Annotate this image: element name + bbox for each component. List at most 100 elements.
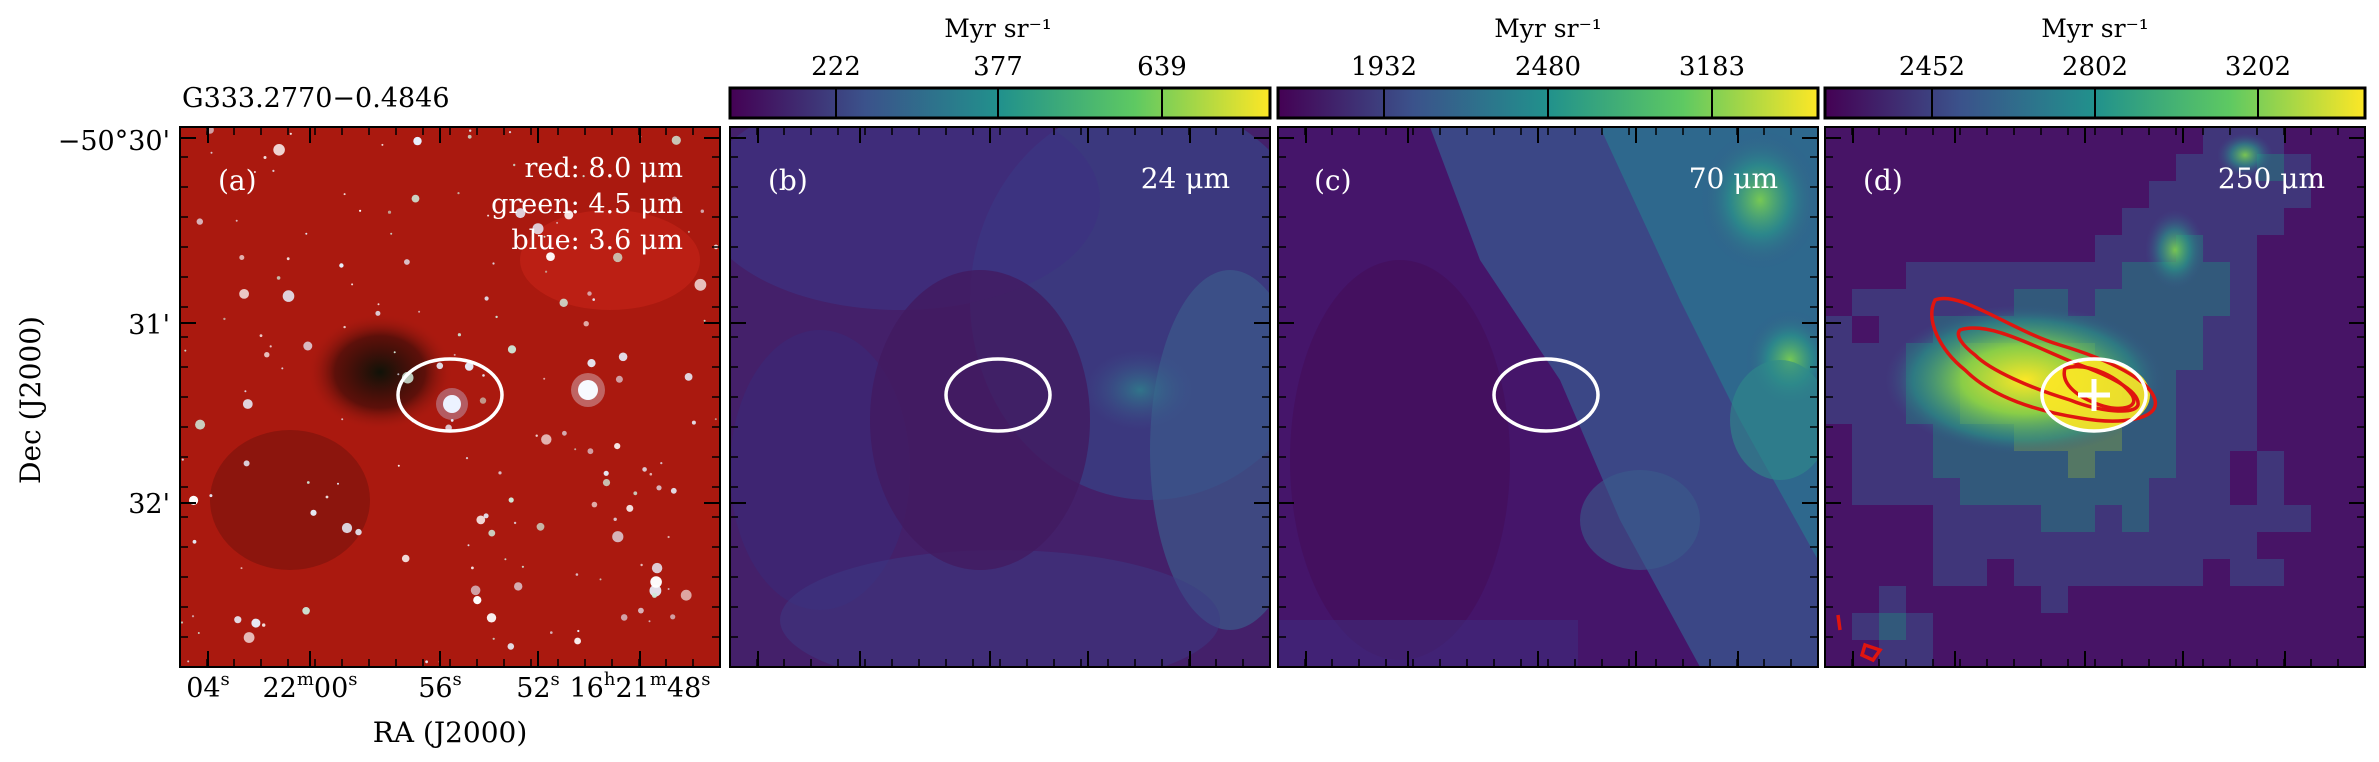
star bbox=[281, 367, 284, 370]
map-pixel bbox=[1825, 397, 1852, 424]
dec-tick-label: 31' bbox=[128, 310, 170, 341]
colorbar-d: Myr sr⁻¹ 2452 2802 3202 bbox=[1823, 14, 2367, 120]
star bbox=[239, 289, 250, 299]
map-pixel bbox=[1879, 640, 1906, 667]
ra-tick-label: 22m00s bbox=[262, 669, 357, 704]
star bbox=[473, 596, 482, 605]
map-pixel bbox=[2149, 289, 2176, 316]
star bbox=[303, 341, 313, 351]
map-pixel bbox=[2068, 451, 2095, 478]
star bbox=[633, 491, 638, 496]
map-pixel bbox=[1933, 532, 1960, 559]
map-pixel bbox=[1825, 343, 1852, 370]
map-pixel bbox=[2122, 505, 2149, 532]
star bbox=[413, 136, 422, 146]
star bbox=[234, 616, 242, 624]
map-pixel bbox=[2230, 316, 2257, 343]
colorbar-c-tick: 3183 bbox=[1679, 52, 1745, 82]
star bbox=[612, 531, 624, 543]
map-pixel bbox=[2095, 451, 2122, 478]
map-pixel bbox=[1852, 289, 1879, 316]
map-pixel bbox=[2041, 532, 2068, 559]
map-pixel bbox=[2230, 397, 2257, 424]
star bbox=[613, 252, 623, 263]
map-pixel bbox=[2203, 235, 2230, 262]
map-pixel bbox=[2068, 559, 2095, 586]
map-pixel bbox=[1825, 370, 1852, 397]
star bbox=[470, 585, 481, 596]
map-pixel bbox=[1852, 370, 1879, 397]
map-pixel bbox=[2068, 505, 2095, 532]
star bbox=[243, 460, 250, 467]
star bbox=[450, 419, 454, 422]
map-pixel bbox=[2230, 559, 2257, 586]
panel-d-contours bbox=[1836, 296, 2158, 663]
star bbox=[648, 620, 651, 623]
map-pixel bbox=[1933, 262, 1960, 289]
map-pixel bbox=[2203, 478, 2230, 505]
map-pixel bbox=[1960, 505, 1987, 532]
map-pixel bbox=[2041, 559, 2068, 586]
map-pixel bbox=[2176, 316, 2203, 343]
star bbox=[343, 193, 346, 196]
star bbox=[703, 319, 706, 322]
map-pixel bbox=[1825, 316, 1852, 343]
map-pixel bbox=[2149, 478, 2176, 505]
map-pixel bbox=[1852, 478, 1879, 505]
map-pixel bbox=[2041, 262, 2068, 289]
star bbox=[582, 175, 585, 178]
star bbox=[513, 163, 516, 167]
star bbox=[272, 169, 275, 172]
map-pixel bbox=[2149, 451, 2176, 478]
map-pixel bbox=[2122, 208, 2149, 235]
map-pixel bbox=[2203, 262, 2230, 289]
map-pixel bbox=[1879, 451, 1906, 478]
star bbox=[381, 143, 384, 146]
panel-c-image bbox=[1278, 127, 1818, 667]
star bbox=[541, 434, 552, 445]
star bbox=[209, 494, 213, 498]
star bbox=[504, 558, 507, 561]
map-pixel bbox=[2014, 505, 2041, 532]
map-pixel bbox=[2176, 370, 2203, 397]
map-pixel bbox=[1879, 289, 1906, 316]
star bbox=[672, 196, 678, 202]
map-pixel bbox=[1987, 478, 2014, 505]
colorbar-b-tick: 222 bbox=[811, 52, 861, 82]
colorbar-c-tick: 1932 bbox=[1351, 52, 1417, 82]
map-pixel bbox=[2203, 343, 2230, 370]
y-axis-label: Dec (J2000) bbox=[14, 316, 47, 484]
star bbox=[235, 219, 238, 222]
star bbox=[656, 485, 662, 491]
star bbox=[640, 563, 643, 567]
star bbox=[262, 623, 266, 627]
star bbox=[602, 479, 611, 487]
star bbox=[667, 588, 670, 590]
map-pixel bbox=[1987, 262, 2014, 289]
colorbar-d-tick: 2802 bbox=[2062, 52, 2128, 82]
map-pixel bbox=[2176, 532, 2203, 559]
source-name: G333.2770−0.4846 bbox=[182, 83, 450, 114]
map-pixel bbox=[2122, 262, 2149, 289]
aperture-ellipse-a bbox=[396, 357, 504, 433]
dec-tick-label: −50°30' bbox=[58, 126, 170, 157]
star bbox=[651, 592, 658, 598]
ra-tick-label: 04s bbox=[186, 669, 230, 704]
star bbox=[486, 613, 497, 623]
map-pixel bbox=[2122, 235, 2149, 262]
colorbar-b-tick: 377 bbox=[973, 52, 1023, 82]
star bbox=[667, 535, 670, 539]
panel-b-band-label: 24 μm bbox=[1141, 162, 1230, 195]
star bbox=[577, 629, 580, 633]
map-pixel bbox=[2257, 208, 2284, 235]
star bbox=[700, 209, 704, 213]
map-pixel bbox=[1879, 613, 1906, 640]
map-pixel bbox=[2149, 316, 2176, 343]
map-pixel bbox=[2041, 586, 2068, 613]
star bbox=[418, 310, 421, 313]
colorbar-b: Myr sr⁻¹ 222 377 639 bbox=[728, 14, 1272, 120]
map-pixel bbox=[1906, 262, 1933, 289]
ra-tick-label: 56s bbox=[418, 669, 462, 704]
map-pixel bbox=[1906, 289, 1933, 316]
